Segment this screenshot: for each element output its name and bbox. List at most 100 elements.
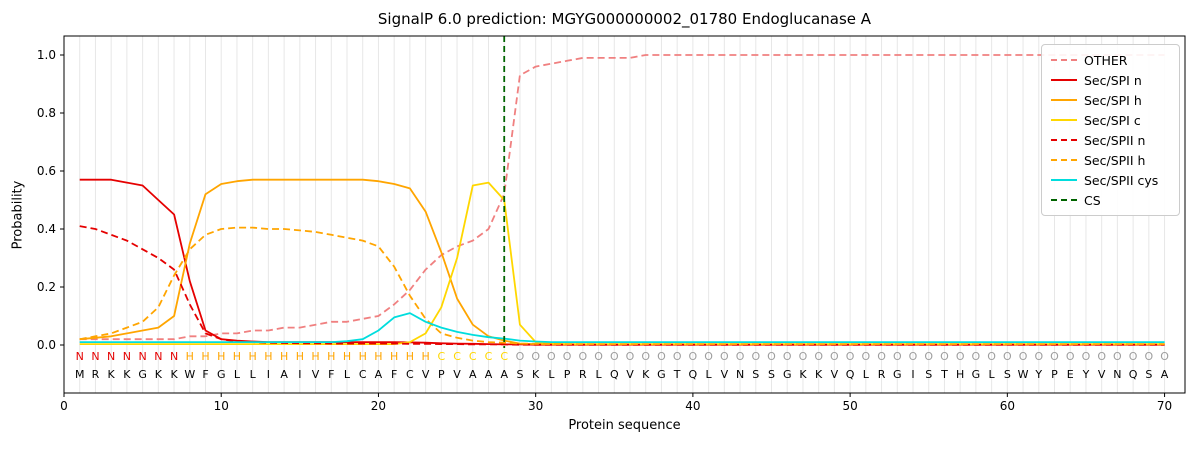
region-letter: O [563,350,572,363]
aa-letter: C [406,368,414,381]
aa-letter: K [170,368,178,381]
region-letter: O [1003,350,1012,363]
aa-letter: R [92,368,100,381]
legend-label: Sec/SPII n [1084,132,1146,148]
aa-letter: Y [1034,368,1042,381]
region-letter: O [736,350,745,363]
aa-letter: K [532,368,540,381]
legend-label: Sec/SPI c [1084,112,1141,128]
aa-letter: W [184,368,195,381]
aa-letter: G [893,368,902,381]
y-tick-label: 0.4 [37,222,56,236]
region-letter: O [594,350,603,363]
series-line-sec-spi-c [79,181,1165,346]
region-letter: O [877,350,886,363]
legend-entry-other: OTHER [1051,50,1170,70]
region-letter: O [940,350,949,363]
legend-line-sample [1051,119,1077,121]
region-letter: H [327,350,335,363]
region-letter: N [107,350,115,363]
region-letter: H [217,350,225,363]
region-letter: H [264,350,272,363]
region-letter: O [1066,350,1075,363]
region-letter: H [311,350,319,363]
legend-label: Sec/SPI h [1084,92,1142,108]
y-tick-label: 0.8 [37,106,56,120]
region-letter: H [280,350,288,363]
region-letter: H [359,350,367,363]
aa-letter: S [1004,368,1011,381]
axis-ticks: 0 10 20 30 40 50 60 70 0.0 0.2 0.4 0.6 0.8 1.0 [37,48,1172,413]
legend-entry-sec-spi-n: Sec/SPI n [1051,70,1170,90]
aa-letter: K [642,368,650,381]
aa-letter: L [706,368,713,381]
legend-entry-sec-spi-h: Sec/SPI h [1051,90,1170,110]
aa-letter: L [989,368,996,381]
aa-letter: G [783,368,792,381]
aa-letter: S [768,368,775,381]
legend-label: CS [1084,192,1101,208]
series-line-sec-spi-h [79,178,1165,346]
region-letter: H [186,350,194,363]
region-letter: O [578,350,587,363]
region-letter: O [972,350,981,363]
y-tick-label: 0.2 [37,280,56,294]
region-letter: O [610,350,619,363]
aa-letter: I [267,368,270,381]
region-letter: H [233,350,241,363]
aa-letter: A [375,368,383,381]
legend-line-sample [1051,79,1077,81]
series-line-other [79,54,1165,341]
aa-letter: A [280,368,288,381]
aa-letter: V [422,368,430,381]
legend-entry-sec-spii-h: Sec/SPII h [1051,150,1170,170]
aa-letter: L [250,368,257,381]
region-letter: N [91,350,99,363]
region-letter: N [170,350,178,363]
region-letter: N [76,350,84,363]
aa-letter: V [626,368,634,381]
gridlines [79,36,1166,393]
region-letter: O [1129,350,1138,363]
region-letter: C [500,350,508,363]
region-letter: H [421,350,429,363]
aa-letter: I [911,368,914,381]
aa-letter: P [1051,368,1058,381]
aa-letter: Q [689,368,698,381]
aa-letter: F [391,368,397,381]
region-letter: H [406,350,414,363]
region-letter: O [751,350,760,363]
legend-label: Sec/SPI n [1084,72,1142,88]
legend-entry-sec-spi-c: Sec/SPI c [1051,110,1170,130]
y-axis-label: Probability [10,180,26,250]
region-letter: O [814,350,823,363]
aa-letter: P [438,368,445,381]
region-letter: O [862,350,871,363]
region-letter: C [453,350,461,363]
region-letter: O [799,350,808,363]
region-letter: O [673,350,682,363]
series-line-sec-spii-cys [79,312,1165,344]
region-letter: O [641,350,650,363]
y-tick-label: 1.0 [37,48,56,62]
aa-letter: G [217,368,226,381]
aa-letter: C [359,368,367,381]
x-tick-label: 40 [685,399,700,413]
aa-letter: P [564,368,571,381]
aa-letter: I [298,368,301,381]
chart-title: SignalP 6.0 prediction: MGYG000000002_01… [377,10,872,28]
aa-letter: S [516,368,523,381]
region-letter: O [704,350,713,363]
aa-letter: K [815,368,823,381]
region-letter: O [783,350,792,363]
aa-letter: T [940,368,948,381]
legend-entry-sec-spii-cys: Sec/SPII cys [1051,170,1170,190]
aa-letter: A [1161,368,1169,381]
aa-letter: V [1098,368,1106,381]
aa-letter: V [453,368,461,381]
aa-letter: K [123,368,131,381]
y-tick-label: 0.6 [37,164,56,178]
